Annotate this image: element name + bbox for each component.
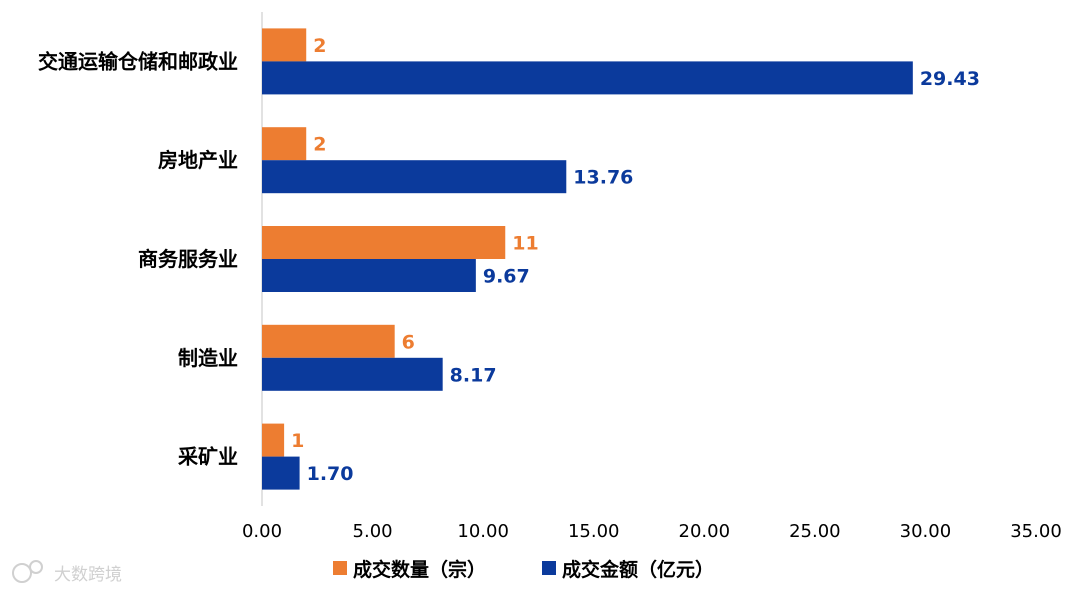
x-tick-label: 20.00 <box>679 521 731 542</box>
watermark-text: 大数跨境 <box>54 565 122 585</box>
data-label-count: 1 <box>291 430 304 452</box>
watermark-logo-icon <box>12 563 32 583</box>
legend-swatch <box>542 561 556 575</box>
data-label-count: 6 <box>402 331 415 353</box>
bars-group <box>262 28 913 490</box>
bar-count <box>262 127 307 161</box>
data-label-count: 2 <box>313 134 326 156</box>
x-tick-label: 5.00 <box>353 521 393 542</box>
legend-label: 成交数量（宗） <box>353 558 486 581</box>
axis-group: 0.00 5.00 10.00 15.00 20.00 25.00 30.00 35.00 交通… <box>38 12 1062 542</box>
category-label: 交通运输仓储和邮政业 <box>38 49 238 73</box>
data-label-amount: 29.43 <box>920 68 980 90</box>
legend: 成交数量（宗） 成交金额（亿元） <box>333 558 714 581</box>
bar-amount <box>262 357 443 391</box>
bar-amount <box>262 259 476 292</box>
bar-amount <box>262 160 567 194</box>
data-label-count: 2 <box>313 35 326 57</box>
data-label-amount: 8.17 <box>450 364 497 386</box>
x-tick-label: 35.00 <box>1010 521 1062 542</box>
x-tick-label: 0.00 <box>242 521 282 542</box>
data-label-amount: 9.67 <box>483 266 530 288</box>
category-label: 商务服务业 <box>138 247 238 271</box>
category-label: 房地产业 <box>158 148 238 172</box>
data-label-amount: 1.70 <box>307 463 354 485</box>
legend-label: 成交金额（亿元） <box>562 558 714 581</box>
watermark: 大数跨境 <box>12 560 122 585</box>
bar-count <box>262 324 395 358</box>
watermark-logo-icon-part <box>29 560 43 574</box>
x-tick-label: 15.00 <box>568 521 620 542</box>
x-tick-label: 30.00 <box>900 521 952 542</box>
data-label-amount: 13.76 <box>573 167 633 189</box>
category-label: 制造业 <box>178 346 238 370</box>
x-tick-label: 10.00 <box>457 521 509 542</box>
labels-group: 2 29.43 2 13.76 11 9.67 6 8.17 11.70 <box>291 35 980 485</box>
bar-count <box>262 226 506 259</box>
data-label-count: 11 <box>512 233 538 255</box>
bar-count <box>262 28 307 62</box>
bar-amount <box>262 456 300 490</box>
bar-count <box>262 423 285 457</box>
legend-swatch <box>333 561 347 575</box>
bar-amount <box>262 61 913 95</box>
category-label: 采矿业 <box>178 445 238 469</box>
x-tick-label: 25.00 <box>789 521 841 542</box>
